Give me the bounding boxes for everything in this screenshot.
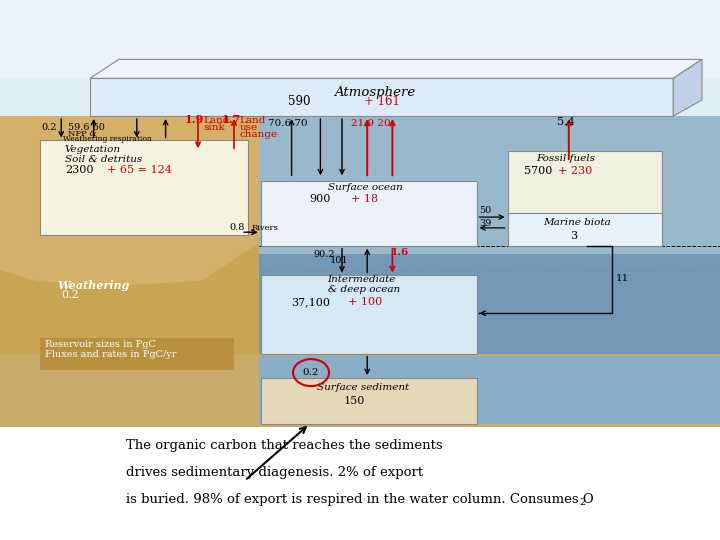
Bar [259,356,720,424]
Text: 39: 39 [479,219,491,228]
Text: 5.4: 5.4 [557,117,575,127]
Text: 3: 3 [570,231,577,241]
Text: 11: 11 [616,274,629,283]
Text: Surface sediment: Surface sediment [317,383,409,392]
Text: 150: 150 [343,396,365,406]
Text: Intermediate: Intermediate [328,275,396,285]
Text: Weathering respiration: Weathering respiration [63,136,152,144]
Text: 70.6 70: 70.6 70 [268,119,307,128]
Text: + 100: + 100 [348,297,382,307]
Bar [40,140,248,235]
Text: + 65 = 124: + 65 = 124 [107,165,171,175]
Text: use: use [240,123,258,132]
Text: 21.9 20: 21.9 20 [351,119,390,128]
Text: 50: 50 [479,206,491,215]
Polygon shape [673,59,702,116]
Text: Surface ocean: Surface ocean [328,183,402,192]
Text: & deep ocean: & deep ocean [328,285,400,294]
Text: 1.9: 1.9 [185,113,204,125]
Text: + 230: + 230 [558,166,593,176]
Text: Soil & detritus: Soil & detritus [65,155,142,164]
Text: drives sedimentary diagenesis. 2% of export: drives sedimentary diagenesis. 2% of exp… [126,466,423,479]
Text: change: change [240,130,278,139]
Text: Atmosphere: Atmosphere [334,86,415,99]
Text: Weathering: Weathering [58,280,130,291]
Text: 590: 590 [288,94,310,108]
Text: 0.2: 0.2 [41,123,57,132]
Text: 5700: 5700 [524,166,552,176]
Text: Fluxes and rates in PgC/yr: Fluxes and rates in PgC/yr [45,350,176,360]
Bar [261,181,477,246]
Bar [90,78,673,116]
Text: is buried. 98% of export is respired in the water column. Consumes O: is buried. 98% of export is respired in … [126,493,594,506]
Text: 0.2: 0.2 [61,290,79,300]
Bar [261,275,477,354]
Polygon shape [90,59,702,78]
Text: Vegetation: Vegetation [65,145,121,154]
Bar [0,354,720,427]
Text: 900: 900 [310,194,331,205]
Text: 0.2: 0.2 [303,368,319,377]
Text: 59.6 60: 59.6 60 [68,123,105,132]
Text: Fossil fuels: Fossil fuels [536,154,595,163]
Text: 101: 101 [330,256,348,265]
Bar [508,213,662,246]
Bar [261,378,477,424]
Text: The organic carbon that reaches the sediments: The organic carbon that reaches the sedi… [126,439,443,452]
Text: 1.6: 1.6 [391,248,409,258]
Text: + 18: + 18 [351,194,379,205]
Bar [0,427,720,540]
Text: 1.7: 1.7 [222,113,241,125]
Bar [40,338,234,370]
Text: Rivers: Rivers [252,224,279,232]
Text: 90.2: 90.2 [313,250,335,259]
Bar [508,151,662,216]
Text: sink: sink [204,123,225,132]
Bar [259,116,720,427]
Bar [0,78,720,427]
Text: 2300: 2300 [65,165,94,175]
Text: Marine biota: Marine biota [544,218,611,227]
Text: Land: Land [240,116,266,125]
Text: + 161: + 161 [364,94,400,108]
Text: 2: 2 [579,498,585,507]
Text: 0.8: 0.8 [229,223,244,232]
Text: Reservoir sizes in PgC: Reservoir sizes in PgC [45,340,156,349]
Polygon shape [0,116,259,427]
Bar [0,0,720,78]
Text: 37,100: 37,100 [292,297,330,307]
Text: Land: Land [204,116,230,125]
Bar [259,254,720,427]
Polygon shape [0,116,259,286]
Text: NPP &: NPP & [68,130,97,138]
